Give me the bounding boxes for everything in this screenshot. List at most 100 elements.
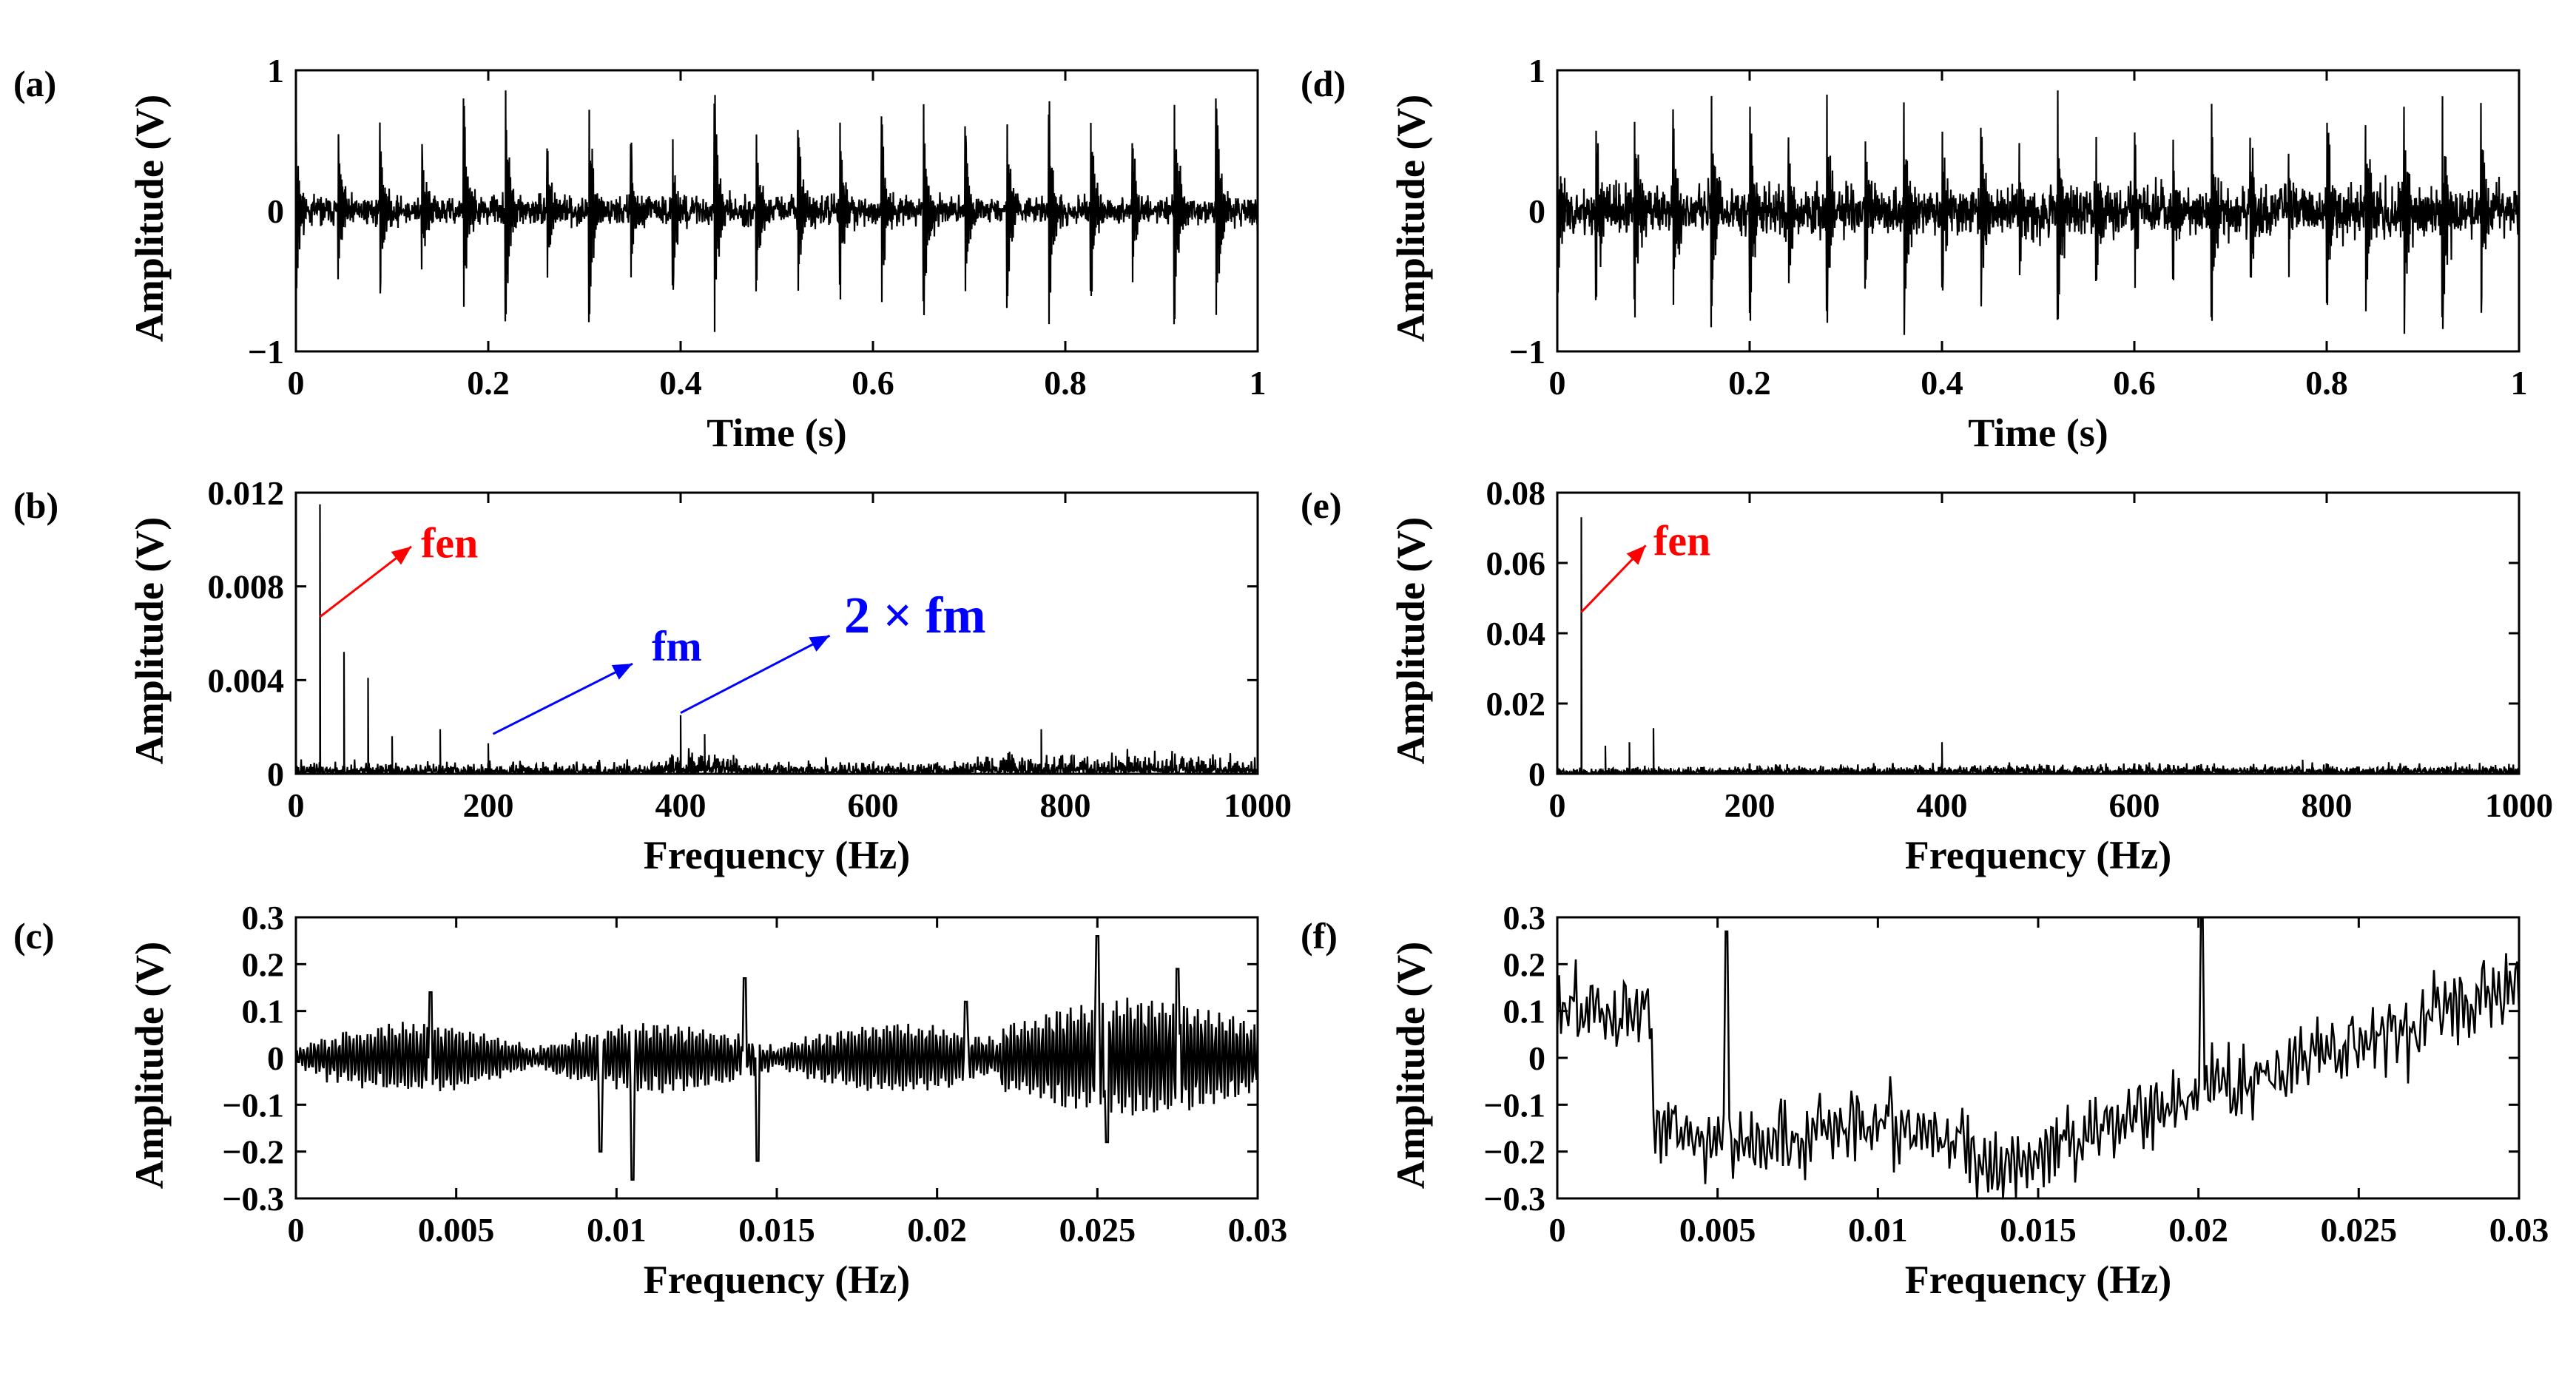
x-tick-label: 0.6 bbox=[2113, 364, 2156, 402]
y-tick-label: 0 bbox=[267, 755, 284, 793]
panel-label: (e) bbox=[1301, 485, 1342, 526]
y-tick-label: −0.3 bbox=[222, 1180, 284, 1218]
x-tick-label: 0.6 bbox=[852, 364, 894, 402]
series-line-c bbox=[296, 935, 1258, 1181]
x-tick-label: 0.2 bbox=[1728, 364, 1771, 402]
x-tick-label: 200 bbox=[1724, 786, 1776, 824]
y-tick-label: 0 bbox=[1528, 1039, 1545, 1077]
y-tick-label: 0.2 bbox=[242, 945, 285, 983]
y-axis-label: Amplitude (V) bbox=[1389, 517, 1433, 765]
annotation-label: 2 × fm bbox=[844, 587, 986, 644]
y-tick-label: 0 bbox=[267, 192, 284, 230]
y-tick-label: −1 bbox=[248, 333, 284, 371]
y-tick-label: 0.008 bbox=[208, 568, 285, 606]
chart-panel-f: 0 0.005 0.01 0.015 0.02 0.025 0.03 −0.3 −0.2 −0.1… bbox=[1301, 899, 2549, 1302]
x-tick-label: 0.015 bbox=[2000, 1211, 2077, 1249]
x-tick-label: 0 bbox=[1549, 364, 1566, 402]
y-tick-label: −1 bbox=[1509, 333, 1545, 371]
axes-frame-b bbox=[294, 491, 1259, 775]
y-tick-label: 0.1 bbox=[1503, 993, 1546, 1030]
annotation-label: fm bbox=[652, 622, 702, 670]
x-tick-label: 1000 bbox=[2485, 786, 2553, 824]
y-tick-label: 0 bbox=[1528, 192, 1545, 230]
y-tick-label: 1 bbox=[1528, 52, 1545, 90]
panel-label: (b) bbox=[13, 485, 58, 526]
x-tick-label: 400 bbox=[655, 786, 707, 824]
x-tick-label: 800 bbox=[1040, 786, 1091, 824]
x-axis-label: Frequency (Hz) bbox=[644, 1258, 910, 1302]
annotation-arrow-head bbox=[611, 664, 633, 680]
x-tick-label: 400 bbox=[1917, 786, 1968, 824]
y-tick-label: −0.3 bbox=[1483, 1180, 1545, 1218]
x-tick-label: 0.03 bbox=[2489, 1211, 2549, 1249]
annotation-label: fen bbox=[1653, 517, 1710, 565]
x-tick-label: 200 bbox=[463, 786, 514, 824]
x-tick-label: 0 bbox=[1549, 786, 1566, 824]
x-tick-label: 0.025 bbox=[2321, 1211, 2398, 1249]
x-axis-label: Frequency (Hz) bbox=[1905, 833, 2171, 877]
y-tick-label: 0.004 bbox=[208, 661, 285, 699]
panel-label: (f) bbox=[1301, 915, 1338, 957]
annotation-label: fen bbox=[421, 519, 478, 567]
chart-panel-c: 0 0.005 0.01 0.015 0.02 0.025 0.03 −0.3 −0.2 −0.1… bbox=[13, 899, 1287, 1302]
chart-panel-e: 0 200 400 600 800 1000 0 0.02 0.04 0.06 0.08 Freque… bbox=[1301, 474, 2553, 877]
x-tick-label: 1 bbox=[1250, 364, 1267, 402]
x-axis-label: Time (s) bbox=[1968, 411, 2108, 455]
x-tick-label: 0.01 bbox=[1848, 1211, 1908, 1249]
annotation-arrow-head bbox=[809, 635, 830, 652]
x-tick-label: 0.01 bbox=[587, 1211, 647, 1249]
x-tick-label: 600 bbox=[2109, 786, 2160, 824]
y-tick-label: −0.1 bbox=[1483, 1086, 1545, 1124]
y-tick-label: −0.2 bbox=[1483, 1133, 1545, 1171]
x-tick-label: 0 bbox=[288, 786, 305, 824]
series-line-f bbox=[1557, 917, 2519, 1198]
chart-panel-b: 0 200 400 600 800 1000 0 0.004 0.008 0.012 Frequen… bbox=[13, 474, 1292, 877]
series-line-a bbox=[296, 90, 1258, 332]
y-tick-label: 0.1 bbox=[242, 993, 285, 1030]
x-tick-label: 1 bbox=[2511, 364, 2528, 402]
x-tick-label: 1000 bbox=[1224, 786, 1292, 824]
y-axis-label: Amplitude (V) bbox=[127, 517, 172, 765]
x-axis-label: Frequency (Hz) bbox=[1905, 1258, 2171, 1302]
x-tick-label: 0.005 bbox=[418, 1211, 495, 1249]
y-tick-label: 0.3 bbox=[242, 899, 285, 937]
x-tick-label: 0.03 bbox=[1228, 1211, 1288, 1249]
annotation-arrow-line bbox=[680, 634, 831, 714]
annotation-arrow-line bbox=[492, 662, 633, 735]
y-tick-label: 0 bbox=[267, 1039, 284, 1077]
x-tick-label: 0.015 bbox=[738, 1211, 815, 1249]
x-tick-label: 0 bbox=[288, 364, 305, 402]
x-tick-label: 0.02 bbox=[907, 1211, 967, 1249]
panel-label: (d) bbox=[1301, 63, 1346, 104]
x-tick-label: 0.02 bbox=[2168, 1211, 2228, 1249]
x-tick-label: 0.2 bbox=[467, 364, 510, 402]
y-axis-label: Amplitude (V) bbox=[1389, 95, 1433, 343]
y-axis-label: Amplitude (V) bbox=[1389, 942, 1433, 1190]
y-tick-label: 0.08 bbox=[1486, 474, 1546, 512]
x-tick-label: 0 bbox=[1549, 1211, 1566, 1249]
x-tick-label: 600 bbox=[848, 786, 899, 824]
x-tick-label: 0.4 bbox=[1921, 364, 1963, 402]
x-axis-label: Frequency (Hz) bbox=[644, 833, 910, 877]
y-tick-label: 1 bbox=[267, 52, 284, 90]
y-tick-label: 0 bbox=[1528, 755, 1545, 793]
y-tick-label: 0.012 bbox=[208, 474, 285, 512]
panel-label: (c) bbox=[13, 915, 55, 957]
y-axis-label: Amplitude (V) bbox=[127, 942, 172, 1190]
y-tick-label: −0.1 bbox=[222, 1086, 284, 1124]
x-tick-label: 0.4 bbox=[659, 364, 702, 402]
x-tick-label: 0.8 bbox=[1044, 364, 1087, 402]
x-tick-label: 0.8 bbox=[2305, 364, 2348, 402]
x-tick-label: 0.025 bbox=[1059, 1211, 1136, 1249]
x-tick-label: 0.005 bbox=[1679, 1211, 1756, 1249]
y-tick-label: 0.3 bbox=[1503, 899, 1546, 937]
y-tick-label: 0.06 bbox=[1486, 544, 1546, 582]
y-tick-label: 0.2 bbox=[1503, 945, 1546, 983]
panel-label: (a) bbox=[13, 63, 56, 104]
y-tick-label: 0.02 bbox=[1486, 685, 1546, 723]
series-line-d bbox=[1557, 90, 2519, 335]
y-tick-label: −0.2 bbox=[222, 1133, 284, 1171]
y-tick-label: 0.04 bbox=[1486, 615, 1546, 652]
